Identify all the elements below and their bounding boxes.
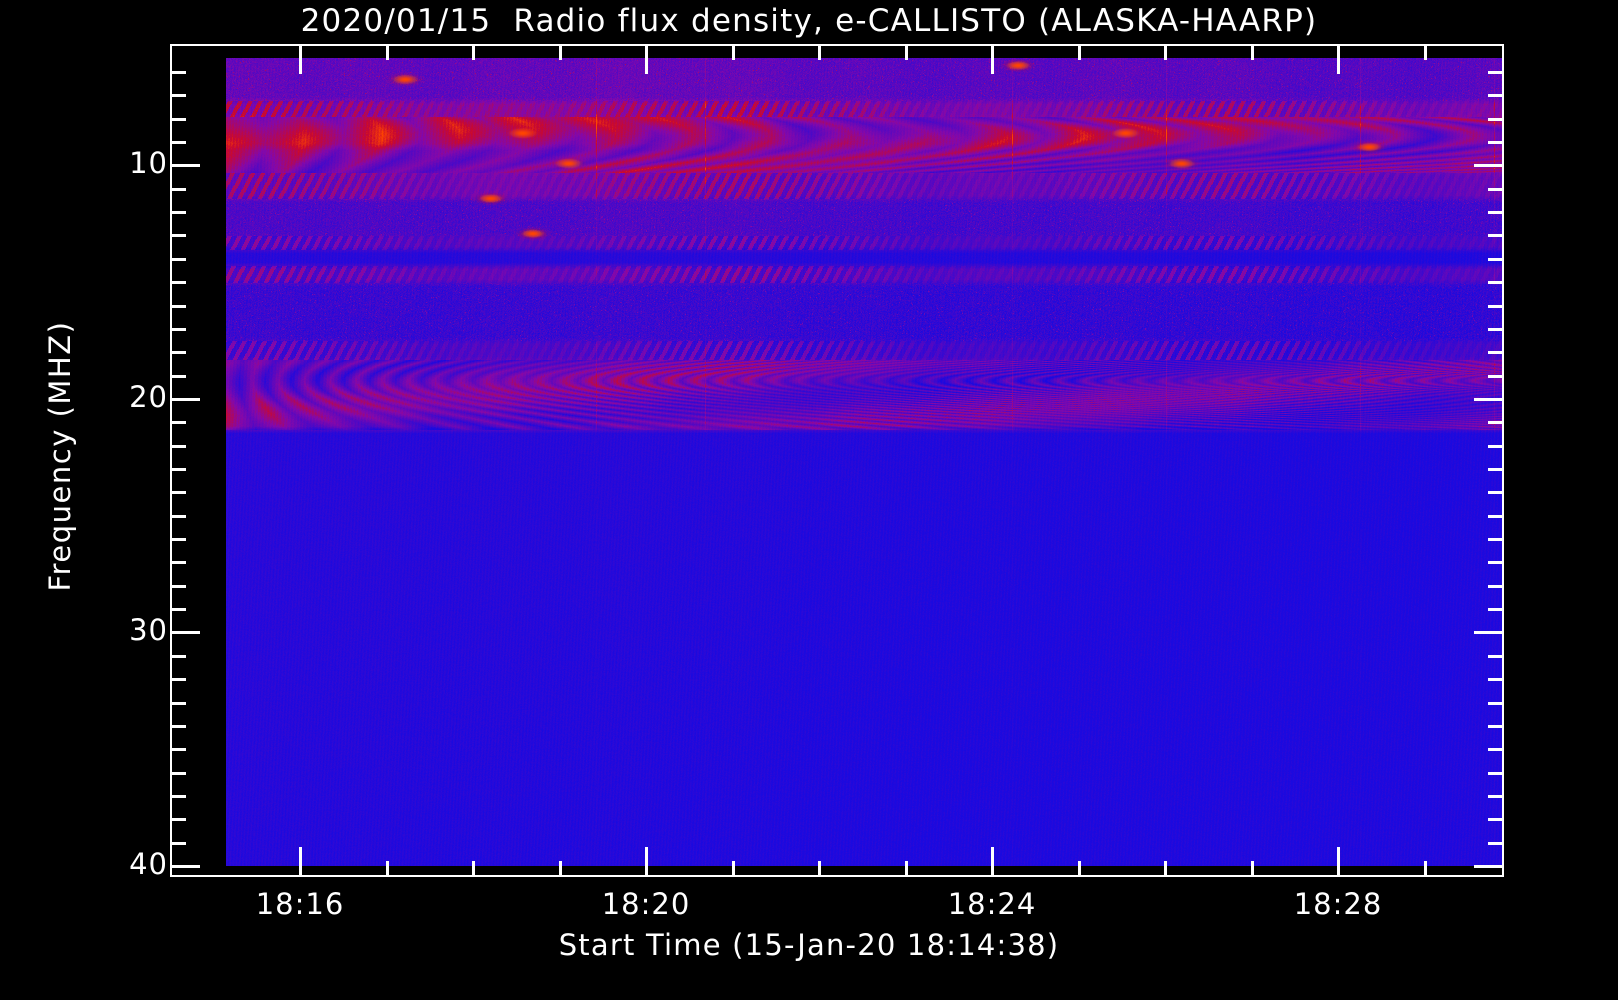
y-tick-label-20: 20 <box>129 380 168 414</box>
x-axis-title: Start Time (15-Jan-20 18:14:38) <box>558 928 1060 962</box>
y-tick-label-30: 30 <box>129 613 168 647</box>
y-axis-title: Frequency (MHZ) <box>43 320 77 592</box>
x-tick-label-1: 18:20 <box>601 887 691 921</box>
plot-frame <box>170 44 1504 877</box>
y-tick-label-40: 40 <box>129 847 168 881</box>
spectrogram-heatmap <box>226 58 1503 866</box>
x-tick-label-2: 18:24 <box>947 887 1037 921</box>
x-tick-label-3: 18:28 <box>1293 887 1383 921</box>
y-tick-label-10: 10 <box>129 146 168 180</box>
x-tick-label-0: 18:16 <box>255 887 345 921</box>
page-title: 2020/01/15 Radio flux density, e-CALLIST… <box>300 3 1318 39</box>
